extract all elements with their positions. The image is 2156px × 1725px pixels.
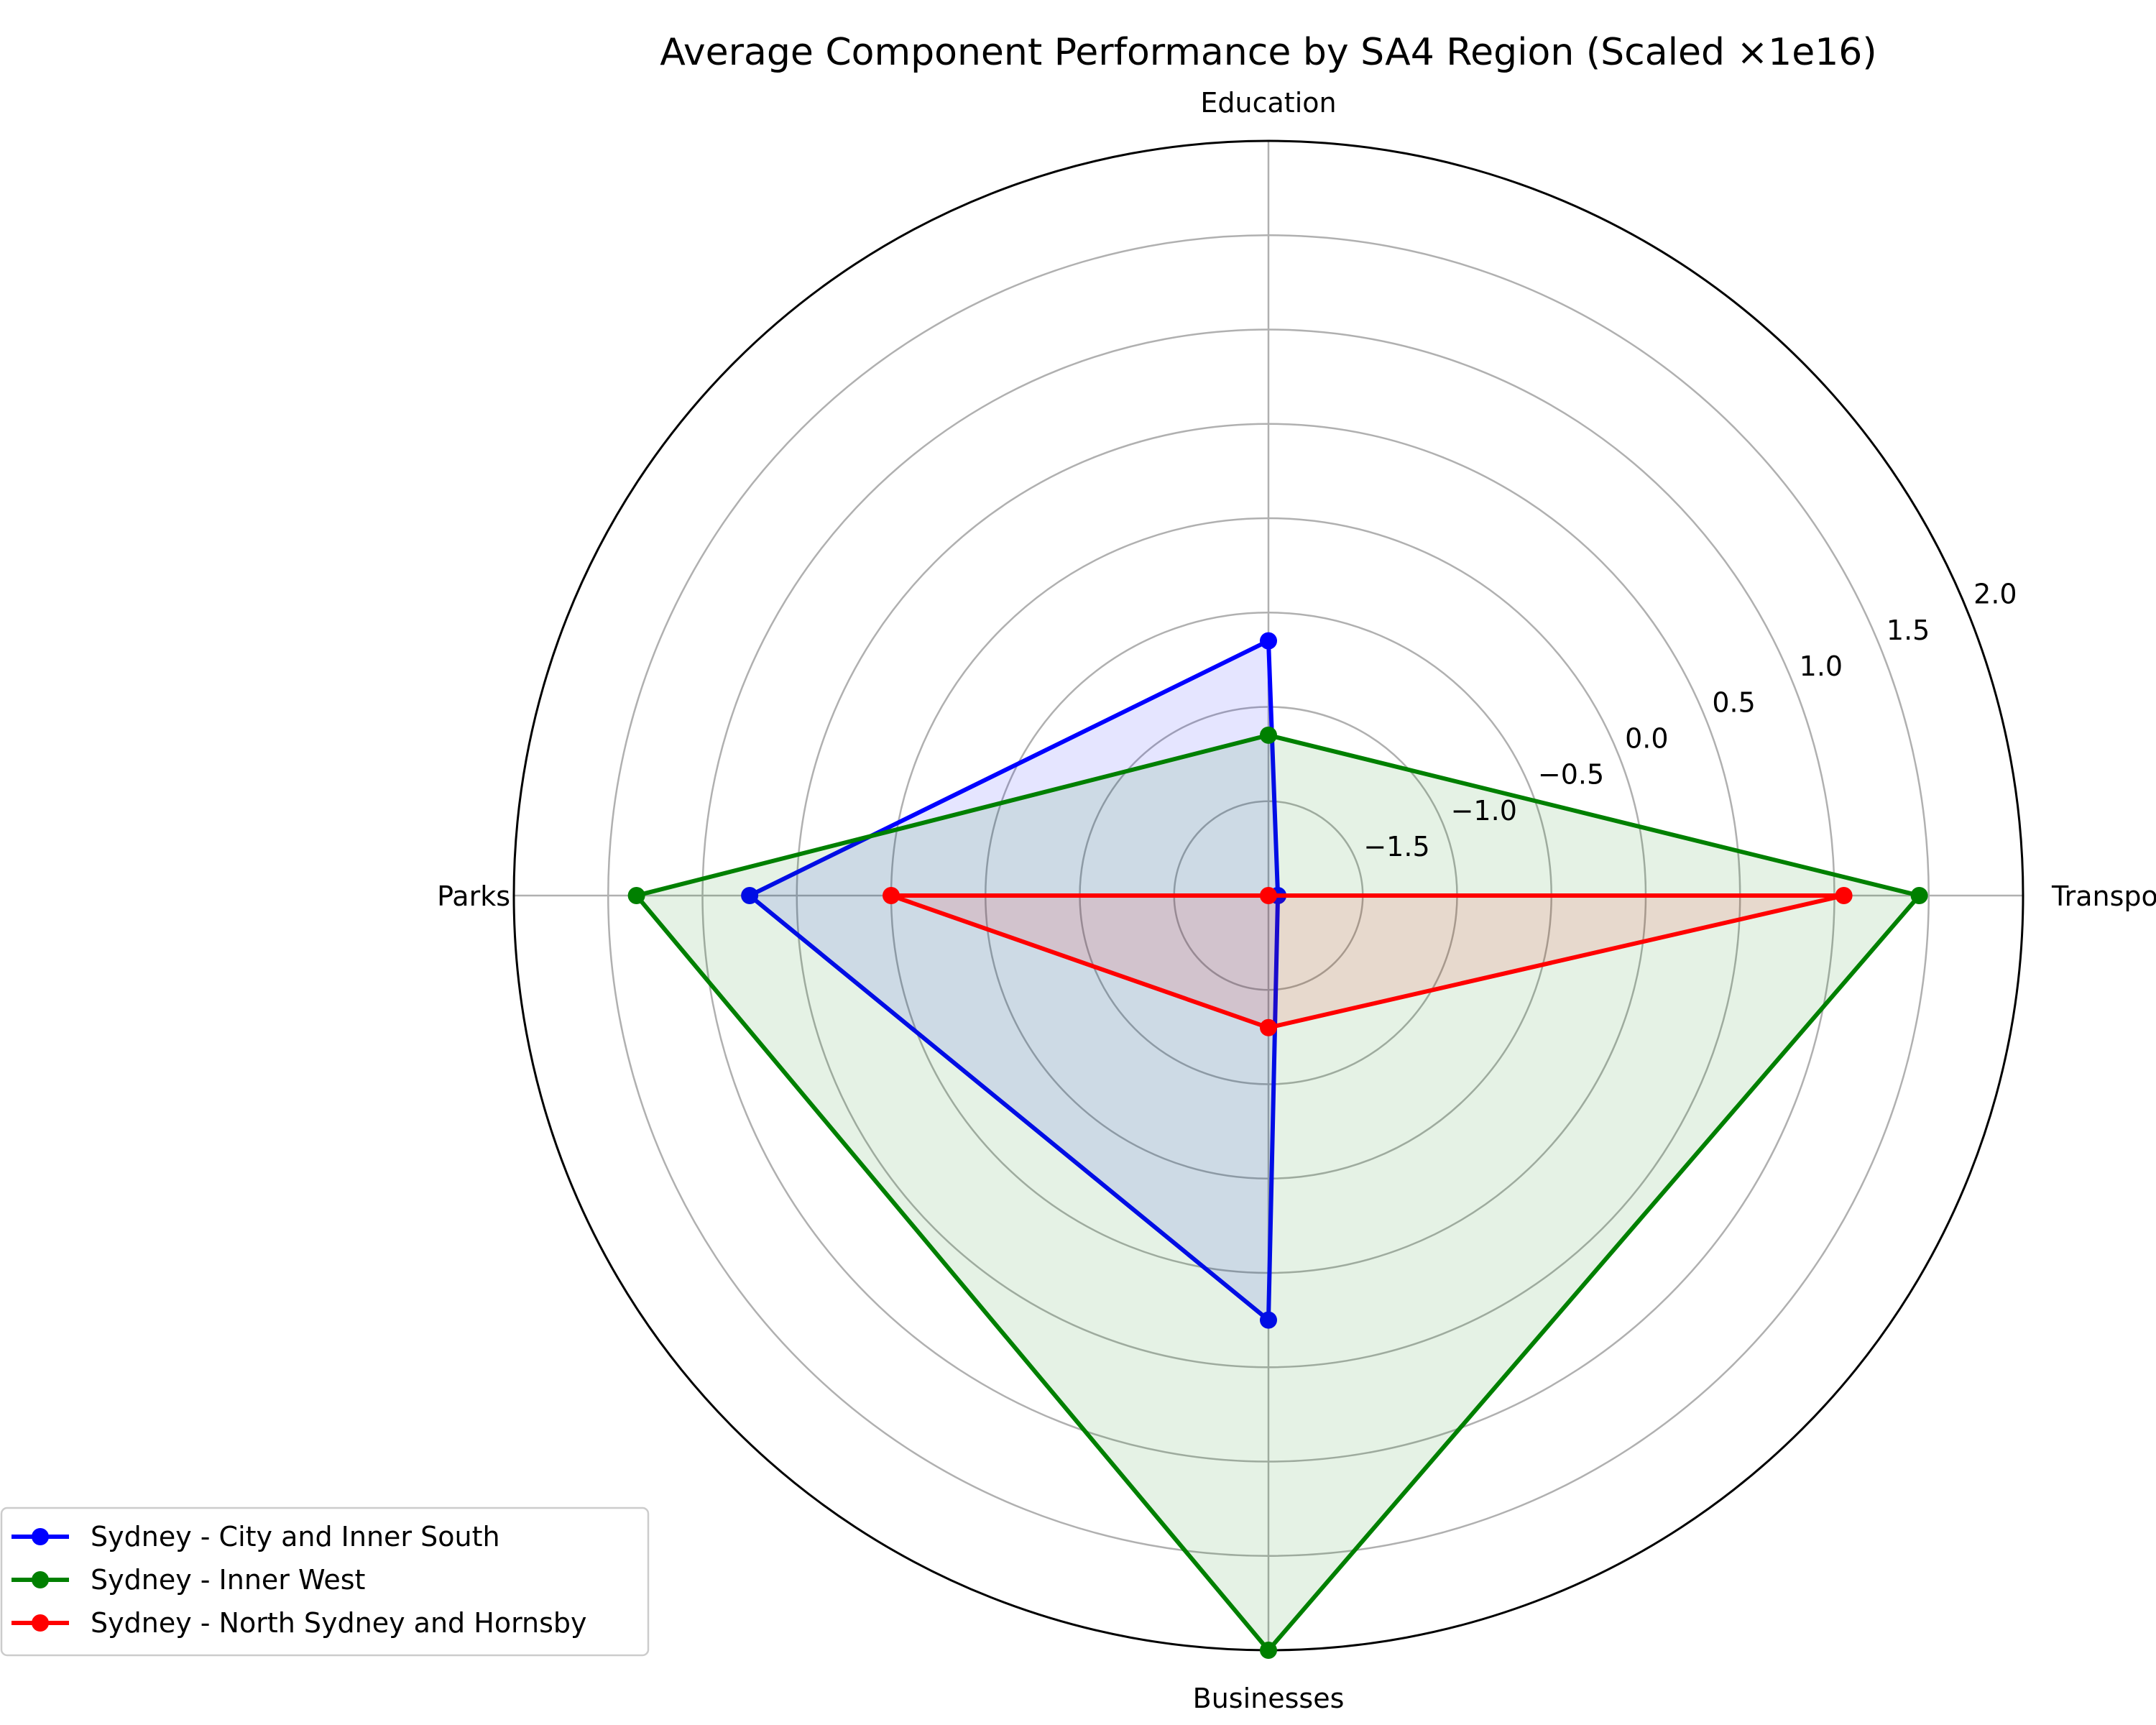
series-point-1: [1260, 726, 1277, 744]
series-point-1: [1260, 1642, 1277, 1659]
series-fill-1: [636, 735, 1920, 1650]
series-fill-2: [891, 896, 1844, 1028]
r-tick-label: 0.0: [1625, 722, 1668, 754]
r-tick-label: 2.0: [1973, 579, 2017, 610]
series-point-2: [883, 887, 900, 904]
axis-label-businesses: Businesses: [1193, 1683, 1345, 1714]
legend: Sydney - City and Inner South Sydney - In…: [0, 1506, 650, 1657]
series-point-0: [1260, 632, 1277, 650]
series-point-2: [1260, 887, 1277, 904]
legend-entry-label: Sydney - North Sydney and Hornsby: [91, 1607, 587, 1639]
legend-swatch-marker: [32, 1528, 49, 1545]
series-point-1: [1910, 887, 1928, 904]
r-tick-label: 1.5: [1886, 615, 1930, 646]
axis-label-parks: Parks: [437, 880, 510, 912]
series-point-2: [1260, 1018, 1277, 1036]
r-tick-label: 0.5: [1712, 686, 1755, 718]
r-tick-label: −1.0: [1451, 795, 1517, 827]
legend-entry-label: Sydney - Inner West: [91, 1564, 365, 1596]
r-tick-label: −1.5: [1363, 831, 1429, 862]
legend-swatch-marker: [32, 1571, 49, 1588]
legend-entry-label: Sydney - City and Inner South: [91, 1521, 500, 1552]
label-layer: −1.5 −1.0 −0.5 0.0 0.5 1.0 1.5 2.0 Transport Educ…: [437, 87, 2156, 1714]
axis-label-transport: Transport: [2051, 880, 2156, 912]
series-point-0: [741, 887, 759, 904]
r-tick-label: −0.5: [1538, 759, 1604, 791]
series-point-2: [1835, 887, 1853, 904]
series-fill-0: [750, 640, 1279, 1320]
chart-title: Average Component Performance by SA4 Reg…: [660, 31, 1876, 74]
legend-box: [0, 1506, 650, 1657]
axis-label-education: Education: [1200, 87, 1336, 119]
series-point-1: [627, 887, 645, 904]
series-point-0: [1260, 1311, 1277, 1329]
r-tick-label: 1.0: [1800, 650, 1843, 682]
series-layer: [627, 632, 1928, 1659]
legend-swatch-marker: [32, 1614, 49, 1632]
